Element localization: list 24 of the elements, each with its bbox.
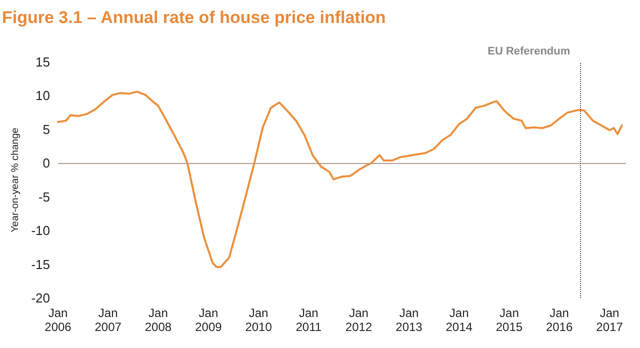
chart-title: Figure 3.1 – Annual rate of house price inflation [2, 8, 386, 28]
y-tick-label: 15 [36, 54, 50, 70]
x-tick-label: Jan 2011 [296, 306, 322, 334]
x-tick-label: Jan 2015 [496, 306, 523, 334]
ref-line-label: EU Referendum [488, 46, 570, 58]
x-tick-label: Jan 2006 [44, 306, 72, 334]
x-tick-label: Jan 2008 [144, 306, 172, 334]
y-tick-label: -15 [31, 256, 50, 272]
y-tick-label: -20 [31, 290, 50, 306]
y-tick-label: -10 [31, 223, 50, 238]
x-tick-label: Jan 2014 [446, 306, 473, 334]
y-tick-label: 5 [42, 122, 50, 137]
x-tick-label: Jan 2009 [195, 306, 222, 334]
x-tick-label: Jan 2007 [94, 306, 122, 334]
y-tick-label: -5 [38, 189, 50, 204]
x-tick-label: Jan 2017 [596, 306, 624, 334]
y-tick-label: 10 [36, 88, 50, 104]
line-series [57, 90, 623, 268]
x-tick-label: Jan 2016 [546, 306, 573, 334]
y-tick-label: 0 [42, 156, 50, 171]
x-tick-label: Jan 2010 [245, 306, 272, 334]
y-axis-title: Year-on-year % change [10, 127, 21, 232]
x-tick-label: Jan 2012 [345, 306, 372, 334]
x-tick-label: Jan 2013 [396, 306, 423, 334]
